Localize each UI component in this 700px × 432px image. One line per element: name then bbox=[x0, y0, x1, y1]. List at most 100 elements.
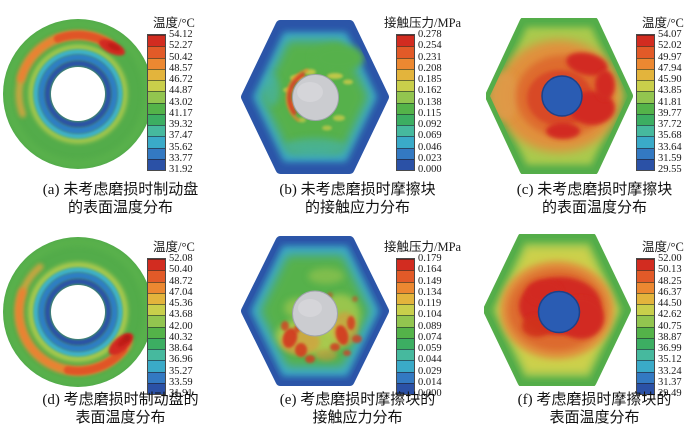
colorbar-tick-label: 43.68 bbox=[169, 309, 193, 321]
colorbar-tick-label: 0.104 bbox=[418, 309, 442, 321]
pad-pressure-contour-e bbox=[241, 236, 389, 386]
colorbar-tick-label: 46.37 bbox=[658, 286, 682, 298]
colorbar-tick-label: 40.75 bbox=[658, 320, 682, 332]
colorbar-cell bbox=[637, 292, 654, 304]
colorbar-cell bbox=[397, 281, 414, 293]
colorbar-cell bbox=[397, 337, 414, 349]
colorbar-swatches-a bbox=[147, 34, 166, 171]
colorbar-cell bbox=[637, 80, 654, 92]
colorbar-cell bbox=[397, 91, 414, 103]
colorbar-cell bbox=[397, 326, 414, 338]
colorbar-cell bbox=[397, 35, 414, 47]
colorbar-cell bbox=[148, 360, 165, 372]
colorbar-tick-label: 48.57 bbox=[169, 62, 193, 74]
colorbar-tick-label: 36.99 bbox=[658, 342, 682, 354]
colorbar-cell bbox=[148, 91, 165, 103]
caption-c: (c) 未考虑磨损时摩擦块 的表面温度分布 bbox=[482, 182, 700, 217]
colorbar-cell bbox=[637, 68, 654, 80]
colorbar-tick-label: 0.092 bbox=[418, 118, 442, 130]
colorbar-tick-label: 38.64 bbox=[169, 342, 193, 354]
colorbar-cell bbox=[148, 57, 165, 69]
colorbar-tick-label: 50.13 bbox=[658, 264, 682, 276]
caption-a: (a) 未考虑磨损时制动盘 的表面温度分布 bbox=[8, 182, 233, 217]
colorbar-cell bbox=[637, 326, 654, 338]
colorbar-cell bbox=[397, 292, 414, 304]
colorbar-cell bbox=[148, 35, 165, 47]
colorbar-title-e: 接触压力/MPa bbox=[384, 240, 462, 254]
colorbar-cell bbox=[397, 315, 414, 327]
colorbar-title-c: 温度/°C bbox=[642, 16, 684, 30]
colorbar-cell bbox=[397, 147, 414, 159]
colorbar-tick-label: 35.68 bbox=[658, 130, 682, 142]
pad-temperature-contour-c bbox=[486, 18, 633, 174]
colorbar-cell bbox=[148, 46, 165, 58]
caption-f-line1: (f) 考虑磨损时摩擦块的 bbox=[517, 392, 672, 408]
colorbar-cell bbox=[148, 68, 165, 80]
colorbar-tick-label: 37.72 bbox=[658, 118, 682, 130]
colorbar-tick-label: 52.00 bbox=[658, 252, 682, 264]
colorbar-tick-label: 47.04 bbox=[169, 286, 193, 298]
caption-b-line2: 的接触应力分布 bbox=[304, 199, 410, 216]
colorbar-ticks-e: 0.179 0.164 0.149 0.134 0.119 0.104 0.089 0.074… bbox=[418, 253, 442, 399]
colorbar-tick-label: 33.24 bbox=[658, 365, 682, 377]
colorbar-cell bbox=[397, 80, 414, 92]
colorbar-cell bbox=[148, 125, 165, 137]
colorbar-cell bbox=[148, 270, 165, 282]
colorbar-tick-label: 0.162 bbox=[418, 85, 442, 97]
colorbar-cell bbox=[148, 337, 165, 349]
colorbar-cell bbox=[637, 337, 654, 349]
colorbar-cell bbox=[397, 304, 414, 316]
caption-e-line1: (e) 考虑磨损时摩擦块的 bbox=[279, 392, 436, 408]
colorbar-cell bbox=[148, 281, 165, 293]
colorbar-tick-label: 29.55 bbox=[658, 163, 682, 175]
colorbar-tick-label: 43.85 bbox=[658, 85, 682, 97]
caption-a-line2: 的表面温度分布 bbox=[67, 199, 173, 216]
colorbar-cell bbox=[397, 46, 414, 58]
colorbar-cell bbox=[637, 57, 654, 69]
colorbar-tick-label: 0.000 bbox=[418, 163, 442, 175]
colorbar-tick-label: 0.231 bbox=[418, 51, 442, 63]
colorbar-tick-label: 0.208 bbox=[418, 62, 442, 74]
colorbar-cell bbox=[397, 113, 414, 125]
colorbar-cell bbox=[397, 158, 414, 170]
colorbar-tick-label: 39.32 bbox=[169, 118, 193, 130]
colorbar-a: 温度/°C 54.12 52.27 50.42 48.57 46.72 44.87 43.0… bbox=[147, 12, 195, 180]
colorbar-cell bbox=[148, 158, 165, 170]
colorbar-cell bbox=[637, 147, 654, 159]
colorbar-cell bbox=[148, 147, 165, 159]
colorbar-tick-label: 0.138 bbox=[418, 96, 442, 108]
colorbar-tick-label: 47.94 bbox=[658, 62, 682, 74]
colorbar-tick-label: 42.62 bbox=[658, 309, 682, 321]
caption-d-line2: 表面温度分布 bbox=[75, 409, 166, 426]
colorbar-cell bbox=[397, 136, 414, 148]
colorbar-tick-label: 31.59 bbox=[658, 152, 682, 164]
caption-f: (f) 考虑磨损时摩擦块的 表面温度分布 bbox=[482, 392, 700, 427]
colorbar-cell bbox=[397, 259, 414, 271]
colorbar-swatches-e bbox=[396, 258, 415, 395]
colorbar-tick-label: 42.00 bbox=[169, 320, 193, 332]
colorbar-cell bbox=[397, 125, 414, 137]
colorbar-tick-label: 0.149 bbox=[418, 275, 442, 287]
colorbar-tick-label: 35.27 bbox=[169, 365, 193, 377]
colorbar-cell bbox=[637, 113, 654, 125]
colorbar-tick-label: 35.62 bbox=[169, 141, 193, 153]
colorbar-tick-label: 0.185 bbox=[418, 73, 442, 85]
colorbar-cell bbox=[148, 349, 165, 361]
colorbar-tick-label: 0.164 bbox=[418, 264, 442, 276]
caption-d-line1: (d) 考虑磨损时制动盘的 bbox=[42, 392, 199, 408]
colorbar-tick-label: 49.97 bbox=[658, 51, 682, 63]
colorbar-cell bbox=[637, 136, 654, 148]
colorbar-tick-label: 44.87 bbox=[169, 85, 193, 97]
colorbar-tick-label: 45.36 bbox=[169, 297, 193, 309]
colorbar-ticks-d: 52.08 50.40 48.72 47.04 45.36 43.68 42.00 40.32… bbox=[169, 253, 193, 399]
colorbar-cell bbox=[397, 360, 414, 372]
colorbar-title-a: 温度/°C bbox=[153, 16, 195, 30]
caption-c-line2: 的表面温度分布 bbox=[541, 199, 647, 216]
colorbar-tick-label: 31.37 bbox=[658, 376, 682, 388]
caption-e: (e) 考虑磨损时摩擦块的 接触应力分布 bbox=[245, 392, 470, 427]
colorbar-cell bbox=[397, 102, 414, 114]
colorbar-cell bbox=[397, 349, 414, 361]
colorbar-swatches-f bbox=[636, 258, 655, 395]
colorbar-tick-label: 33.59 bbox=[169, 376, 193, 388]
